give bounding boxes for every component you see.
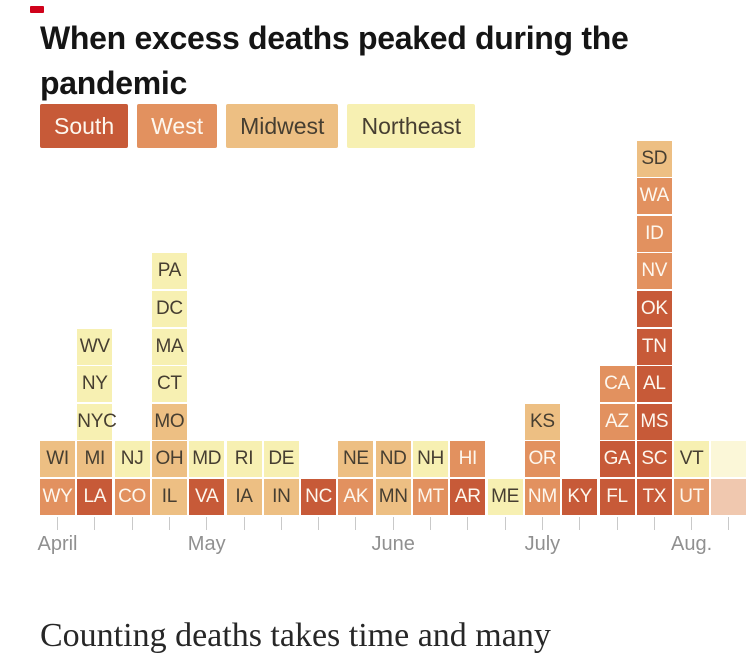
state-tile-ia: IA (226, 479, 262, 515)
state-tile-ar: AR (450, 479, 486, 515)
state-tile-nh: NH (413, 441, 448, 478)
axis-month-label-july: July (524, 533, 561, 555)
axis-tick (579, 517, 581, 530)
axis-tick (541, 517, 543, 530)
state-tile-vt: VT (674, 441, 710, 478)
legend-item-midwest: Midwest (226, 104, 339, 148)
state-tile-ak: AK (338, 479, 374, 515)
axis-tick (616, 517, 618, 530)
axis-month-label-june: June (371, 533, 415, 555)
state-tile-ma: MA (151, 328, 187, 365)
red-marker (30, 6, 44, 13)
state-tile-nd: ND (375, 441, 411, 478)
state-tile-hi: HI (450, 441, 486, 478)
state-tile-or: OR (524, 441, 560, 478)
state-tile-wy: WY (40, 479, 75, 515)
state-tile-az: AZ (599, 403, 635, 440)
state-tile-ok: OK (636, 291, 672, 327)
state-tile-la: LA (77, 479, 113, 515)
state-tile-co: CO (114, 479, 150, 515)
state-tile-nv: NV (636, 253, 672, 290)
state-tile-mt: MT (413, 479, 448, 515)
axis-tick (94, 517, 96, 530)
state-tile-mo: MO (151, 403, 187, 440)
state-tile-ny: NY (77, 366, 113, 403)
state-tile-partial (711, 479, 747, 515)
state-tile-wv: WV (77, 328, 113, 365)
state-tile-ks: KS (524, 403, 560, 440)
state-tile-ms: MS (636, 403, 672, 440)
state-tile-ky: KY (562, 479, 598, 515)
state-tile-dc: DC (151, 291, 187, 327)
axis-tick (728, 517, 730, 530)
axis-tick (206, 517, 208, 530)
legend-item-northeast: Northeast (347, 104, 476, 148)
state-tile-md: MD (189, 441, 225, 478)
axis-tick (653, 517, 655, 530)
region-legend: South West Midwest Northeast (40, 104, 476, 148)
state-tile-al: AL (636, 366, 672, 403)
state-tile-tx: TX (636, 479, 672, 515)
axis-tick (392, 517, 394, 530)
state-tile-sd: SD (636, 140, 672, 177)
legend-item-south: South (40, 104, 129, 148)
state-tile-ne: NE (338, 441, 374, 478)
axis-tick (355, 517, 357, 530)
state-tile-partial (711, 441, 747, 478)
axis-tick (504, 517, 506, 530)
chart-title: When excess deaths peaked during the pan… (40, 20, 629, 101)
state-tile-me: ME (487, 479, 523, 515)
axis-month-label-aug: Aug. (671, 533, 713, 555)
state-tile-mn: MN (375, 479, 411, 515)
state-tile-in: IN (263, 479, 299, 515)
state-tile-sc: SC (636, 441, 672, 478)
state-tile-nyc: NYC (77, 403, 117, 440)
state-tile-ut: UT (674, 479, 710, 515)
state-tile-nc: NC (301, 479, 337, 515)
state-tile-wi: WI (40, 441, 75, 478)
state-tile-fl: FL (599, 479, 635, 515)
axis-tick (280, 517, 282, 530)
axis-tick (168, 517, 170, 530)
state-tile-nj: NJ (114, 441, 150, 478)
state-tile-id: ID (636, 215, 672, 252)
axis-tick (467, 517, 469, 530)
axis-tick (131, 517, 133, 530)
legend-item-west: West (137, 104, 218, 148)
state-tile-mi: MI (77, 441, 113, 478)
state-tile-ga: GA (599, 441, 635, 478)
state-tile-oh: OH (151, 441, 187, 478)
axis-tick (691, 517, 693, 530)
state-tile-il: IL (151, 479, 187, 515)
article-paragraph: Counting deaths takes time and many (40, 617, 551, 654)
state-tile-wa: WA (636, 178, 672, 215)
state-tile-ct: CT (151, 366, 187, 403)
axis-tick (318, 517, 320, 530)
state-tile-de: DE (263, 441, 299, 478)
state-tile-va: VA (189, 479, 225, 515)
state-tile-pa: PA (151, 253, 187, 290)
axis-tick (243, 517, 245, 530)
axis-month-label-may: May (187, 533, 226, 555)
axis-month-label-april: April (37, 533, 78, 555)
state-tile-ca: CA (599, 366, 635, 403)
state-tile-tn: TN (636, 328, 672, 365)
axis-tick (430, 517, 431, 530)
state-tile-ri: RI (226, 441, 262, 478)
state-tile-nm: NM (524, 479, 560, 515)
axis-tick (57, 517, 58, 530)
